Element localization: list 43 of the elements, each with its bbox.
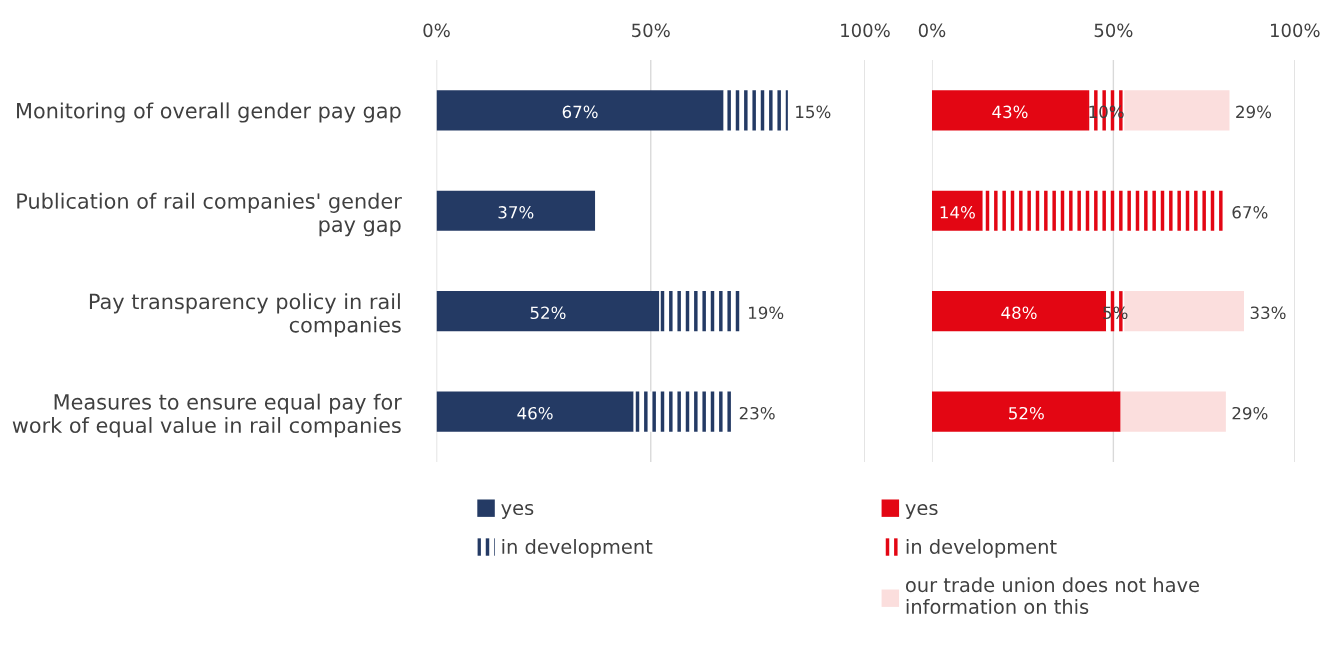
y-tick-label: Pay transparency policy in rail companies bbox=[89, 293, 401, 337]
data-label: 46% bbox=[517, 406, 553, 420]
data-label: 33% bbox=[1250, 306, 1286, 320]
data-label: 52% bbox=[1009, 406, 1044, 420]
legend-label: in development bbox=[906, 538, 1057, 558]
y-tick-label: Measures to ensure equal pay for work of equal value in rail companies bbox=[12, 393, 402, 438]
x-tick-label: 100% bbox=[1270, 23, 1320, 38]
bar bbox=[931, 391, 1121, 432]
data-label: 52% bbox=[530, 306, 566, 320]
bar bbox=[931, 190, 983, 231]
x-tick-label: 0% bbox=[918, 23, 946, 38]
data-label: 23% bbox=[739, 406, 775, 420]
legend-label: in development bbox=[502, 538, 653, 558]
bar bbox=[1120, 391, 1226, 432]
data-label: 43% bbox=[992, 105, 1028, 119]
data-label: 48% bbox=[1001, 306, 1037, 320]
x-tick-label: 50% bbox=[1094, 23, 1133, 38]
legend-label: our trade union does not have information on this bbox=[905, 577, 1199, 614]
legend-label: yes bbox=[501, 503, 534, 519]
bar bbox=[931, 90, 1088, 131]
data-label: 37% bbox=[498, 206, 534, 219]
bar bbox=[436, 391, 634, 432]
bar bbox=[659, 291, 741, 332]
bar bbox=[436, 90, 724, 131]
x-tick-label: 100% bbox=[841, 23, 890, 38]
data-label: 19% bbox=[748, 306, 784, 320]
data-label: 14% bbox=[940, 206, 975, 219]
x-tick-label: 0% bbox=[423, 23, 450, 38]
y-tick-label: Monitoring of overall gender pay gap bbox=[17, 102, 401, 123]
bar bbox=[633, 391, 733, 432]
legend-label: yes bbox=[905, 503, 938, 519]
bar bbox=[1124, 90, 1230, 131]
y-tick-label: Publication of rail companies' gender pay gap bbox=[17, 192, 402, 237]
bar bbox=[436, 291, 660, 332]
x-tick-label: 50% bbox=[632, 23, 670, 38]
bar bbox=[982, 190, 1226, 231]
data-label: 67% bbox=[562, 105, 598, 119]
data-label: 29% bbox=[1236, 105, 1272, 119]
data-label: 29% bbox=[1232, 406, 1268, 420]
bar bbox=[723, 90, 788, 131]
data-label: 15% bbox=[796, 105, 831, 119]
bar bbox=[436, 190, 596, 231]
data-label: 67% bbox=[1232, 206, 1268, 219]
